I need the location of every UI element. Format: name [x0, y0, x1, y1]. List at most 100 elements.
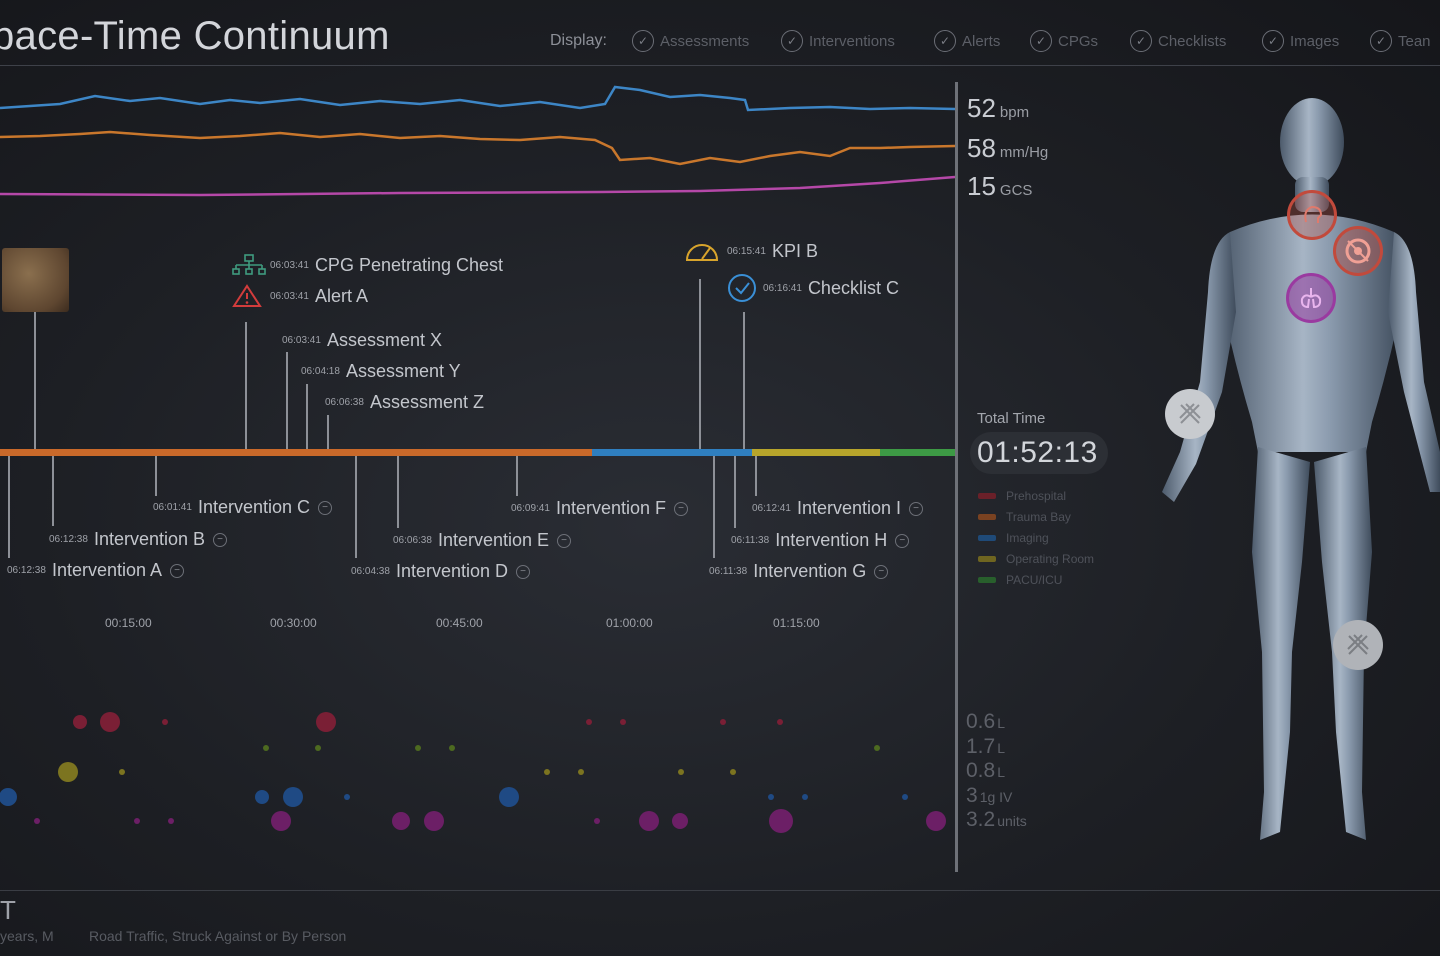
wound-image-thumbnail[interactable]: [2, 248, 69, 312]
time-tick: 01:00:00: [606, 616, 653, 630]
check-icon: ✓: [632, 30, 654, 52]
collapse-icon[interactable]: −: [170, 563, 185, 578]
check-icon: ✓: [1262, 30, 1284, 52]
checklist-connector: [743, 312, 745, 452]
legend-trauma-bay[interactable]: Trauma Bay: [978, 510, 1071, 524]
intervention-a-connector: [8, 456, 10, 558]
toggle-cpgs[interactable]: ✓ CPGs: [1030, 30, 1098, 52]
blood-pressure-value: 58 mm/Hg: [967, 133, 1049, 163]
kpi-connector: [699, 279, 701, 452]
intervention-c[interactable]: 06:01:41 Intervention C −: [153, 497, 332, 518]
intervention-g-connector: [713, 456, 715, 558]
intervention-e[interactable]: 06:06:38 Intervention E −: [393, 530, 572, 551]
wrist-injury-icon[interactable]: [1165, 389, 1215, 439]
fluids-dot-plot: [0, 712, 946, 833]
fluid-total: 1.7 L: [966, 735, 1005, 758]
collapse-icon[interactable]: −: [318, 500, 332, 515]
collapse-icon[interactable]: −: [674, 501, 688, 516]
legend-pacu-icu[interactable]: PACU/ICU: [978, 573, 1062, 587]
check-icon: ✓: [781, 30, 803, 52]
time-tick: 00:45:00: [436, 616, 483, 630]
event-kpi-b[interactable]: 06:15:41 KPI B: [683, 238, 818, 264]
intervention-a[interactable]: 06:12:38 Intervention A −: [7, 560, 185, 581]
intervention-h-connector: [734, 456, 736, 528]
check-icon: ✓: [934, 30, 956, 52]
toggle-alerts[interactable]: ✓ Alerts: [934, 30, 1000, 52]
collapse-icon[interactable]: −: [909, 501, 923, 516]
toggle-images[interactable]: ✓ Images: [1262, 30, 1339, 52]
event-cpg-penetrating-chest[interactable]: 06:03:41 CPG Penetrating Chest: [232, 254, 503, 276]
cpg-connector: [245, 322, 247, 452]
toggle-assessments[interactable]: ✓ Assessments: [632, 30, 749, 52]
legend-swatch: [978, 514, 996, 520]
total-time-value: 01:52:13: [970, 432, 1108, 474]
dot-row-magenta: [34, 809, 946, 833]
intervention-g[interactable]: 06:11:38 Intervention G −: [709, 561, 889, 582]
cpg-flowchart-icon: [232, 254, 266, 275]
event-alert-a[interactable]: 06:03:41 Alert A: [232, 284, 368, 308]
check-icon: ✓: [1030, 30, 1052, 52]
total-time-label: Total Time: [977, 410, 1046, 427]
toggle-team[interactable]: ✓ Tean: [1370, 30, 1431, 52]
page-title: pace-Time Continuum: [0, 14, 390, 58]
phase-bar-operating-room[interactable]: [752, 449, 880, 456]
intervention-b[interactable]: 06:12:38 Intervention B −: [49, 529, 228, 550]
collapse-icon[interactable]: −: [516, 564, 530, 579]
check-circle-icon: [728, 274, 756, 302]
intervention-h[interactable]: 06:11:38 Intervention H −: [731, 530, 910, 551]
gauge-icon: [685, 244, 719, 261]
injury-mechanism: Road Traffic, Struck Against or By Perso…: [89, 928, 347, 944]
fluid-total: 3.2 units: [966, 808, 1027, 831]
intervention-c-connector: [155, 456, 157, 496]
time-tick: 01:15:00: [773, 616, 820, 630]
intervention-f-connector: [516, 456, 518, 496]
patient-age-sex: years, M: [0, 928, 54, 944]
check-icon: ✓: [1370, 30, 1392, 52]
legend-operating-room[interactable]: Operating Room: [978, 552, 1094, 566]
event-assessment-z[interactable]: 06:06:38 Assessment Z: [325, 392, 484, 412]
time-tick: 00:30:00: [270, 616, 317, 630]
image-connector: [34, 312, 36, 452]
collapse-icon[interactable]: −: [874, 564, 889, 579]
legend-swatch: [978, 556, 996, 562]
assessment-z-connector: [327, 415, 329, 452]
knee-injury-icon[interactable]: [1333, 620, 1383, 670]
intervention-d[interactable]: 06:04:38 Intervention D −: [351, 561, 530, 582]
heart-rate-line: [0, 85, 955, 112]
intervention-b-connector: [52, 456, 54, 526]
event-assessment-y[interactable]: 06:04:18 Assessment Y: [301, 361, 461, 381]
toggle-interventions[interactable]: ✓ Interventions: [781, 30, 895, 52]
toggle-checklists[interactable]: ✓ Checklists: [1130, 30, 1226, 52]
event-checklist-c[interactable]: 06:16:41 Checklist C: [727, 273, 899, 303]
panel-divider[interactable]: [955, 82, 958, 872]
head-injury-icon[interactable]: [1287, 190, 1337, 240]
phase-bar-pacu-icu[interactable]: [880, 449, 955, 456]
phase-bar-trauma-bay[interactable]: [0, 449, 592, 456]
intervention-d-connector: [355, 456, 357, 558]
phase-bar-imaging[interactable]: [592, 449, 752, 456]
gcs-line: [0, 175, 955, 197]
lungs-icon[interactable]: [1286, 273, 1336, 323]
dot-row-blue: [0, 787, 908, 807]
time-tick: 00:15:00: [105, 616, 152, 630]
intervention-i[interactable]: 06:12:41 Intervention I −: [752, 498, 923, 519]
footer-divider: [0, 890, 1440, 891]
blood-pressure-line: [0, 130, 955, 166]
legend-prehospital[interactable]: Prehospital: [978, 489, 1066, 503]
legend-swatch: [978, 577, 996, 583]
collapse-icon[interactable]: −: [895, 533, 910, 548]
intervention-f[interactable]: 06:09:41 Intervention F −: [511, 498, 688, 519]
collapse-icon[interactable]: −: [213, 532, 228, 547]
gcs-value: 15 GCS: [967, 171, 1033, 201]
collapse-icon[interactable]: −: [557, 533, 572, 548]
legend-imaging[interactable]: Imaging: [978, 531, 1049, 545]
dot-row-red: [73, 712, 783, 732]
event-assessment-x[interactable]: 06:03:41 Assessment X: [282, 330, 442, 350]
chest-target-icon[interactable]: [1333, 226, 1383, 276]
fluid-total: 3 1g IV: [966, 784, 1013, 807]
alert-triangle-icon: [232, 284, 262, 307]
legend-swatch: [978, 493, 996, 499]
patient-id: T: [0, 895, 16, 925]
check-icon: ✓: [1130, 30, 1152, 52]
intervention-e-connector: [397, 456, 399, 528]
